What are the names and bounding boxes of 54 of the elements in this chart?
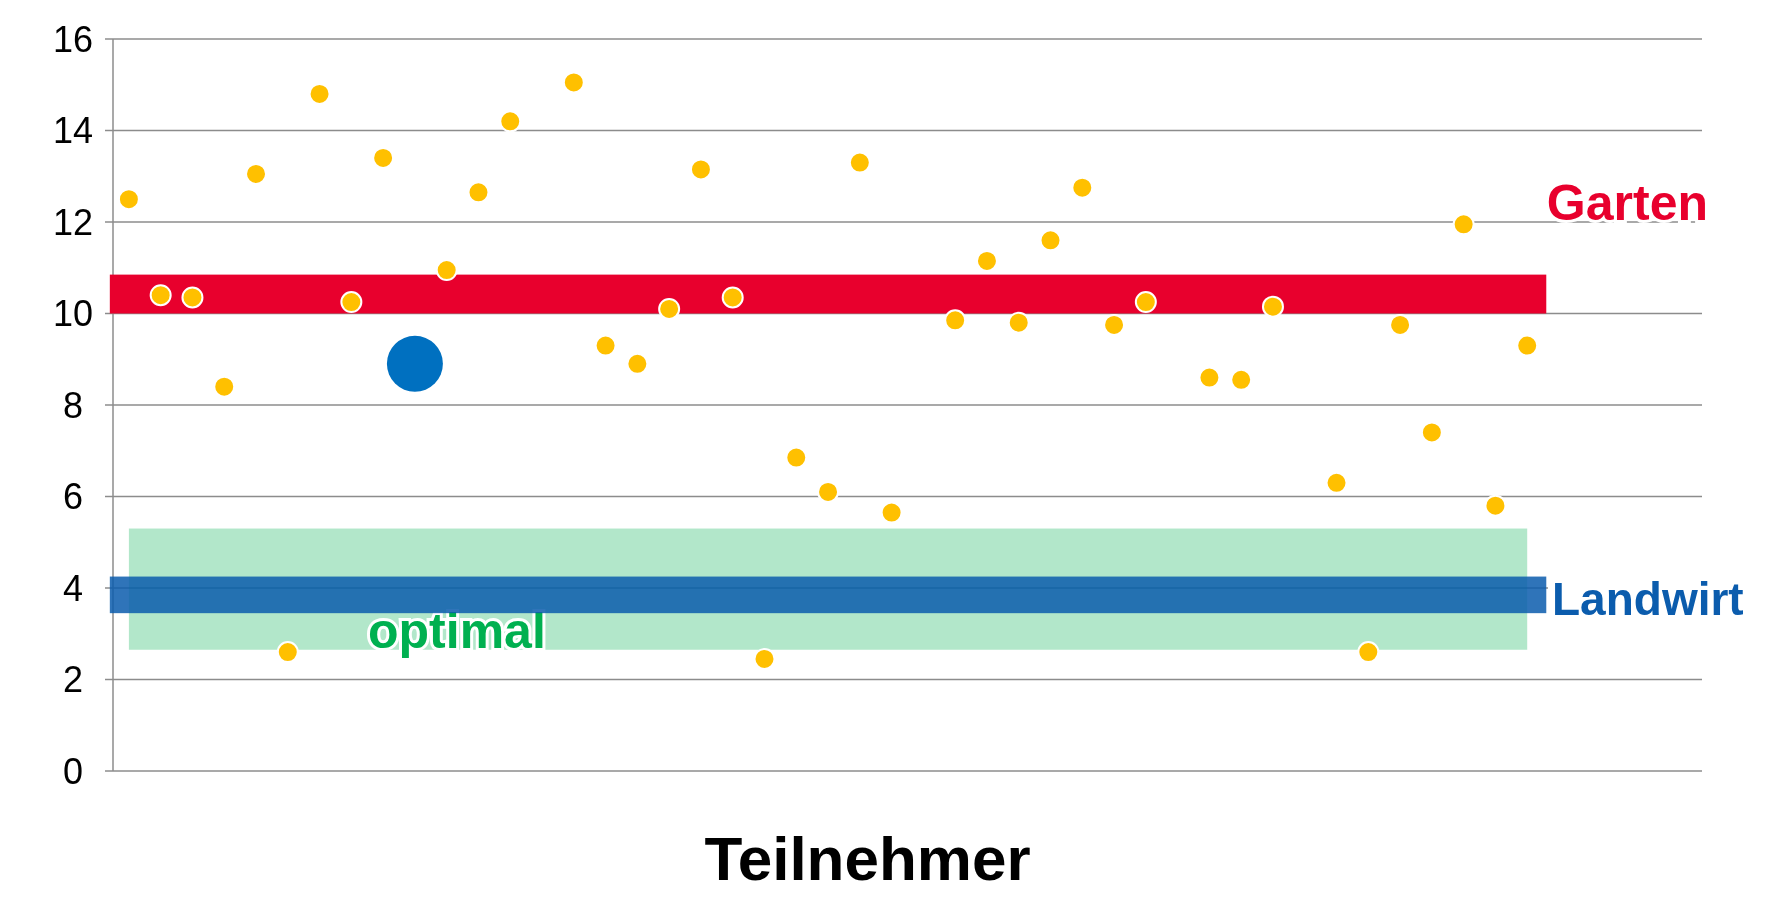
point <box>213 375 236 398</box>
y-tick-label: 6 <box>62 476 84 518</box>
point <box>1484 494 1507 517</box>
y-tick-label: 8 <box>62 384 84 426</box>
y-tick-label: 4 <box>62 567 84 609</box>
point <box>308 82 331 105</box>
point <box>658 297 681 320</box>
point <box>817 480 840 503</box>
point <box>1230 368 1253 391</box>
point <box>1516 334 1539 357</box>
point <box>1420 421 1443 444</box>
y-tick-label: 0 <box>62 750 84 792</box>
point <box>594 334 617 357</box>
point <box>848 151 871 174</box>
point <box>1198 366 1221 389</box>
point <box>1039 229 1062 252</box>
point <box>753 647 776 670</box>
y-tick-label: 12 <box>52 201 94 243</box>
point <box>117 188 140 211</box>
point <box>975 249 998 272</box>
point <box>386 335 443 392</box>
band-label: Landwirt <box>1552 572 1744 625</box>
point <box>149 284 172 307</box>
point <box>1007 311 1030 334</box>
y-tick-label: 10 <box>52 293 94 335</box>
point <box>435 259 458 282</box>
point <box>276 641 299 664</box>
point <box>245 162 268 185</box>
point <box>1389 313 1412 336</box>
point <box>499 110 522 133</box>
point <box>181 286 204 309</box>
point <box>944 309 967 332</box>
point <box>721 286 744 309</box>
y-tick-label: 2 <box>62 659 84 701</box>
point <box>1103 313 1126 336</box>
point <box>1261 295 1284 318</box>
point <box>880 501 903 524</box>
point <box>372 146 395 169</box>
point <box>1452 213 1475 236</box>
point <box>1134 291 1157 314</box>
point <box>1325 471 1348 494</box>
point <box>562 71 585 94</box>
y-tick-label: 14 <box>52 110 94 152</box>
point <box>785 446 808 469</box>
point <box>626 352 649 375</box>
point <box>467 181 490 204</box>
band-label: Garten <box>1546 174 1708 231</box>
point <box>1071 176 1094 199</box>
x-axis-title: Teilnehmer <box>704 824 1031 893</box>
point <box>1357 641 1380 664</box>
y-tick-label: 16 <box>52 18 94 60</box>
band-label: optimal <box>368 602 546 659</box>
point <box>689 158 712 181</box>
point <box>340 291 363 314</box>
